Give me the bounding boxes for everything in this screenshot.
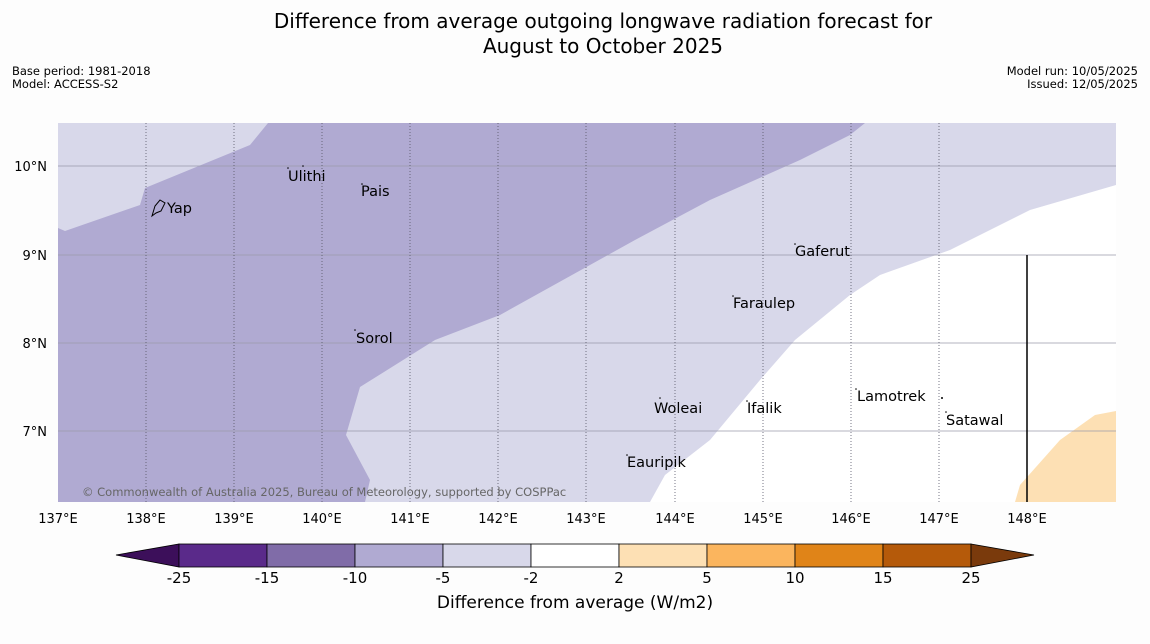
longitude-gridlines	[145, 123, 940, 502]
x-tick-label: 137°E	[38, 512, 78, 527]
place-label-ulithi: Ulithi	[288, 169, 326, 185]
colorbar-extend-high	[970, 543, 1035, 568]
colorbar-segment	[354, 543, 444, 568]
y-tick-label: 8°N	[23, 337, 48, 352]
colorbar-segment	[882, 543, 972, 568]
y-tick-label: 10°N	[14, 160, 47, 175]
place-label-lamotrek: Lamotrek	[857, 389, 926, 405]
yap-island-shape	[151, 199, 166, 218]
place-label-pais: Pais	[361, 184, 390, 200]
colorbar-segment	[178, 543, 268, 568]
colorbar-tick-label: 25	[961, 569, 980, 587]
x-tick-label: 142°E	[478, 512, 518, 527]
map-title: Difference from average outgoing longwav…	[0, 9, 1150, 59]
colorbar-tick-label: -25	[167, 569, 192, 587]
colorbar-tick-label: 15	[873, 569, 892, 587]
model-run: Model run: 10/05/2025	[1006, 64, 1138, 78]
x-tick-label: 144°E	[655, 512, 695, 527]
colorbar-extend-low	[115, 543, 180, 568]
copyright-notice: © Commonwealth of Australia 2025, Bureau…	[82, 485, 566, 499]
colorbar-segment	[706, 543, 796, 568]
colorbar-tick-label: 2	[614, 569, 624, 587]
x-tick-label: 141°E	[390, 512, 430, 527]
place-label-faraulep: Faraulep	[733, 296, 795, 312]
meta-right: Model run: 10/05/2025 Issued: 12/05/2025	[1007, 65, 1138, 91]
issued-date: Issued: 12/05/2025	[1027, 77, 1138, 91]
place-label-woleai: Woleai	[654, 401, 702, 417]
colorbar-tick-label: -2	[524, 569, 539, 587]
colorbar-segment	[794, 543, 884, 568]
base-period: Base period: 1981-2018	[12, 64, 151, 78]
x-tick-label: 140°E	[302, 512, 342, 527]
place-label-sorol: Sorol	[356, 331, 393, 347]
place-label-ifalik: Ifalik	[747, 401, 782, 417]
place-label-gaferut: Gaferut	[795, 244, 850, 260]
place-label-eauripik: Eauripik	[627, 455, 686, 471]
colorbar-tick-label: -5	[436, 569, 451, 587]
colorbar-tick-label: 10	[785, 569, 804, 587]
colorbar-segment	[618, 543, 708, 568]
title-line-1: Difference from average outgoing longwav…	[273, 9, 933, 33]
x-tick-label: 147°E	[919, 512, 959, 527]
colorbar-segment	[530, 543, 620, 568]
x-tick-label: 145°E	[743, 512, 783, 527]
region-medium-lavender	[58, 123, 865, 502]
colorbar-segment	[266, 543, 356, 568]
x-tick-label: 146°E	[831, 512, 871, 527]
x-tick-label: 139°E	[214, 512, 254, 527]
model-name: Model: ACCESS-S2	[12, 77, 119, 91]
colorbar-label: Difference from average (W/m2)	[436, 593, 714, 613]
x-tick-label: 148°E	[1007, 512, 1047, 527]
x-tick-label: 143°E	[566, 512, 606, 527]
x-tick-label: 138°E	[126, 512, 166, 527]
y-tick-label: 7°N	[23, 425, 48, 440]
colorbar	[115, 543, 1035, 568]
meta-left: Base period: 1981-2018 Model: ACCESS-S2	[12, 65, 151, 91]
colorbar-tick-label: -15	[255, 569, 280, 587]
colorbar-tick-label: 5	[702, 569, 712, 587]
colorbar-segment	[442, 543, 532, 568]
y-tick-label: 9°N	[23, 249, 48, 264]
region-light-orange	[1015, 411, 1116, 502]
title-line-2: August to October 2025	[482, 34, 724, 58]
colorbar-tick-label: -10	[343, 569, 368, 587]
island-dots	[287, 165, 947, 456]
place-label-yap: Yap	[166, 201, 192, 217]
place-label-satawal: Satawal	[946, 413, 1003, 429]
